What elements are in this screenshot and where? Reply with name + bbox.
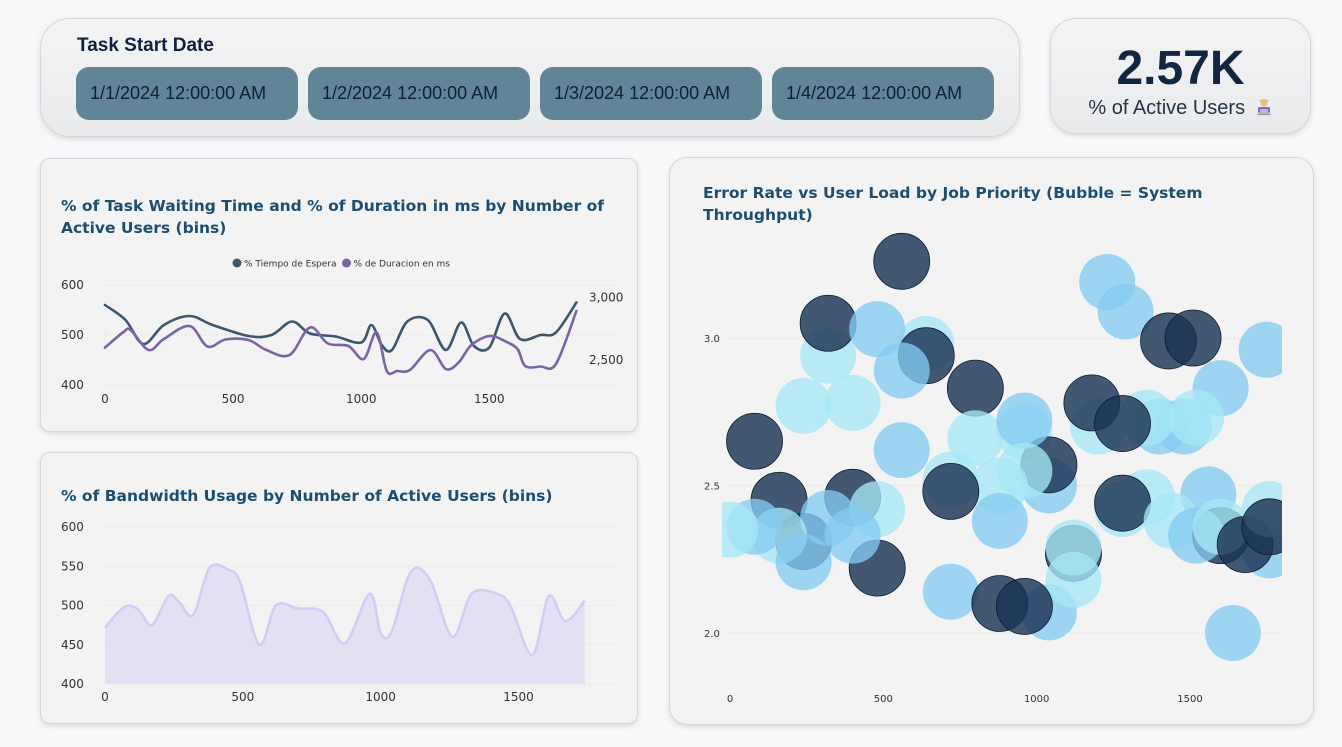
bandwidth-line <box>104 563 586 657</box>
y-left-tick-label: 400 <box>61 378 84 392</box>
x-tick-label: 1000 <box>365 690 396 704</box>
bubble <box>726 412 783 470</box>
bubble <box>996 392 1053 449</box>
y-right-tick-label: 2,500 <box>589 353 623 367</box>
bubble <box>824 374 881 431</box>
bubble <box>873 232 931 290</box>
y-tick-label: 2.5 <box>704 482 720 493</box>
bubble <box>922 462 980 520</box>
y-tick-label: 400 <box>61 677 84 691</box>
bubble <box>1094 395 1151 452</box>
bubble <box>849 301 906 358</box>
bubble <box>1238 321 1282 378</box>
bubble <box>971 492 1028 549</box>
bubble <box>722 501 758 558</box>
y-tick-label: 2.0 <box>704 629 720 640</box>
y-left-tick-label: 600 <box>61 278 84 292</box>
bubble <box>873 422 930 479</box>
bubble <box>1241 498 1282 556</box>
slicer-title: Task Start Date <box>77 35 214 56</box>
x-tick-label: 0 <box>727 694 733 705</box>
y-tick-label: 600 <box>61 520 84 534</box>
bubble <box>824 507 881 564</box>
active-users-kpi-card: 2.57K % of Active Users <box>1050 18 1311 134</box>
bubble-group <box>722 232 1282 661</box>
x-tick-label: 1000 <box>1024 694 1049 705</box>
legend-label: % Tiempo de Espera <box>244 260 336 270</box>
line-chart: 400 500 600 2,500 3,000 0 500 1000 1500 % Tiempo … <box>61 258 623 406</box>
bubble <box>995 578 1053 635</box>
bandwidth-area <box>105 564 585 684</box>
x-tick-label: 1000 <box>346 392 377 406</box>
line-chart-title: % of Task Waiting Time and % of Duration… <box>61 197 605 237</box>
bubble <box>946 359 1004 417</box>
y-tick-label: 550 <box>61 559 84 573</box>
date-option-4[interactable]: 1/4/2024 12:00:00 AM <box>772 67 994 120</box>
kpi-label: % of Active Users <box>1088 97 1246 119</box>
line-chart-legend: % Tiempo de Espera % de Duracion en ms <box>232 258 450 270</box>
bubble <box>947 410 1004 467</box>
bubble <box>996 442 1053 499</box>
bubble <box>873 342 930 399</box>
legend-marker <box>232 258 242 268</box>
bubble <box>775 377 832 434</box>
bubble <box>922 563 979 620</box>
bubble <box>1097 283 1154 340</box>
date-option-3[interactable]: 1/3/2024 12:00:00 AM <box>540 67 762 120</box>
task-start-date-slicer: Task Start Date 1/1/2024 12:00:00 AM 1/2… <box>40 18 1020 137</box>
kpi-value: 2.57K <box>1116 42 1245 95</box>
technologist-emoji-icon <box>1255 98 1273 122</box>
legend-label: % de Duracion en ms <box>353 260 450 270</box>
y-right-tick-label: 3,000 <box>589 291 623 305</box>
x-tick-label: 500 <box>874 694 893 705</box>
error-rate-bubble-chart-card: Error Rate vs User Load by Job Priority … <box>669 157 1314 725</box>
bandwidth-area-chart-card: % of Bandwidth Usage by Number of Active… <box>40 452 638 724</box>
y-tick-label: 450 <box>61 638 84 652</box>
x-tick-label: 1500 <box>503 690 534 704</box>
y-tick-label: 3.0 <box>704 334 720 345</box>
bubble-chart-title: Error Rate vs User Load by Job Priority … <box>703 184 1203 224</box>
date-option-2[interactable]: 1/2/2024 12:00:00 AM <box>308 67 530 120</box>
y-left-tick-label: 500 <box>61 328 84 342</box>
bubble <box>1204 605 1261 661</box>
kpi-label-row: % of Active Users <box>1051 97 1310 122</box>
bubble <box>1094 474 1151 532</box>
legend-marker <box>341 258 351 268</box>
bubble <box>1045 519 1102 576</box>
waiting-duration-line-chart-card: % of Task Waiting Time and % of Duration… <box>40 158 638 432</box>
x-tick-label: 0 <box>101 690 109 704</box>
x-tick-label: 0 <box>101 392 109 406</box>
y-tick-label: 500 <box>61 599 84 613</box>
bubble-chart: 2.0 2.5 3.0 0 500 1000 1500 <box>704 232 1282 705</box>
bubble <box>1164 309 1222 367</box>
x-tick-label: 1500 <box>1177 694 1202 705</box>
area-chart: 400 450 500 550 600 0 500 1000 1500 <box>61 520 615 704</box>
bubble <box>799 294 857 352</box>
series-line <box>103 309 578 376</box>
area-chart-title: % of Bandwidth Usage by Number of Active… <box>61 487 553 505</box>
date-option-1[interactable]: 1/1/2024 12:00:00 AM <box>76 67 298 120</box>
x-tick-label: 500 <box>222 392 245 406</box>
x-tick-label: 500 <box>231 690 254 704</box>
bubble <box>775 534 832 591</box>
bubble <box>1168 389 1225 446</box>
x-tick-label: 1500 <box>474 392 505 406</box>
